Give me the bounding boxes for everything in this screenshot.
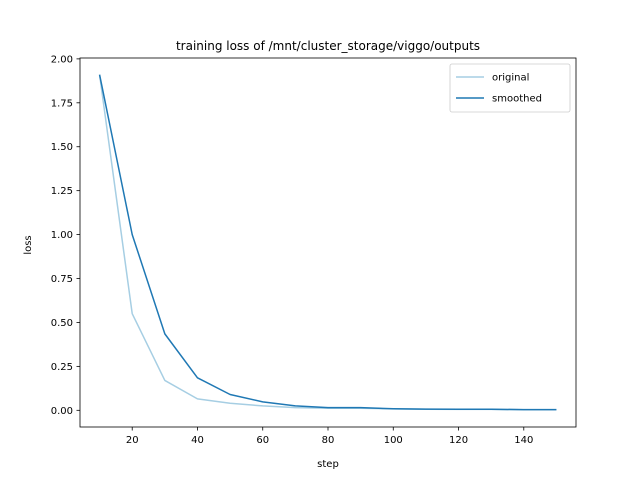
legend-label-smoothed: smoothed <box>492 94 542 105</box>
y-tick-label: 0.75 <box>51 274 73 285</box>
legend: original smoothed <box>449 63 571 113</box>
y-tick-label: 0.00 <box>51 406 73 417</box>
x-tick-label: 120 <box>449 435 468 446</box>
x-tick-label: 20 <box>126 435 139 446</box>
series-line-smoothed <box>98 74 557 411</box>
plot-area: 20 40 60 80 100 120 140 0.00 0.25 0.50 0.75 1.00 1.2… <box>51 54 577 446</box>
legend-label-original: original <box>492 73 529 84</box>
axes-frame <box>79 57 577 428</box>
y-tick-label: 0.50 <box>51 318 73 329</box>
x-axis-label: step <box>317 459 339 470</box>
series-line-original <box>98 74 557 411</box>
x-tick-label: 140 <box>514 435 533 446</box>
y-tick-label: 1.75 <box>51 98 73 109</box>
chart-title: training loss of /mnt/cluster_storage/vi… <box>176 39 480 53</box>
y-tick-label: 1.00 <box>51 230 73 241</box>
y-tick-label: 2.00 <box>51 54 73 65</box>
y-tick-label: 0.25 <box>51 362 73 373</box>
legend-box <box>449 63 571 113</box>
x-tick-label: 60 <box>256 435 269 446</box>
y-axis-label: loss <box>23 235 34 254</box>
x-tick-label: 100 <box>384 435 403 446</box>
y-tick-label: 1.50 <box>51 142 73 153</box>
x-tick-label: 40 <box>191 435 204 446</box>
x-tick-label: 80 <box>322 435 335 446</box>
y-tick-label: 1.25 <box>51 186 73 197</box>
